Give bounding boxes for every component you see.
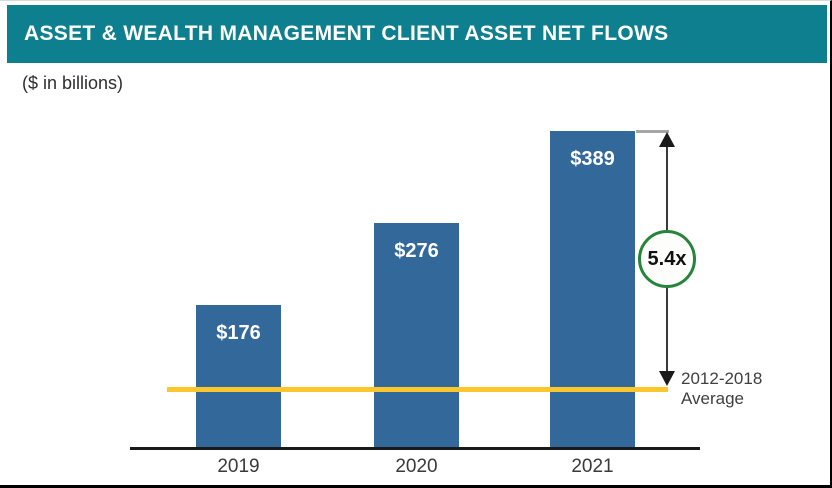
average-caption-line2: Average (681, 389, 745, 408)
x-tick-2020: 2020 (395, 456, 438, 477)
x-tick-2021: 2021 (571, 456, 614, 477)
chart-title: ASSET & WEALTH MANAGEMENT CLIENT ASSET N… (24, 22, 669, 45)
average-reference-line (167, 387, 668, 392)
average-line-caption: 2012-2018 Average (681, 369, 762, 409)
arrow-down-icon (659, 371, 675, 386)
bar-2019-value-label: $176 (216, 322, 261, 344)
bar-2019: $176 (196, 305, 281, 447)
bar-2020: $276 (374, 223, 459, 447)
bar-2021-value-label: $389 (570, 148, 615, 170)
chart-subtitle: ($ in billions) (22, 73, 124, 93)
multiplier-badge: 5.4x (638, 230, 696, 288)
chart-title-banner: ASSET & WEALTH MANAGEMENT CLIENT ASSET N… (7, 5, 827, 63)
bar-top-tick-mark (636, 130, 669, 133)
x-tick-2019: 2019 (217, 456, 260, 477)
arrow-up-icon (659, 132, 675, 147)
x-axis-line (130, 447, 700, 450)
bar-2020-value-label: $276 (394, 240, 439, 262)
average-caption-line1: 2012-2018 (681, 369, 763, 388)
multiplier-value: 5.4x (647, 247, 687, 270)
bar-2021: $389 (550, 131, 635, 447)
